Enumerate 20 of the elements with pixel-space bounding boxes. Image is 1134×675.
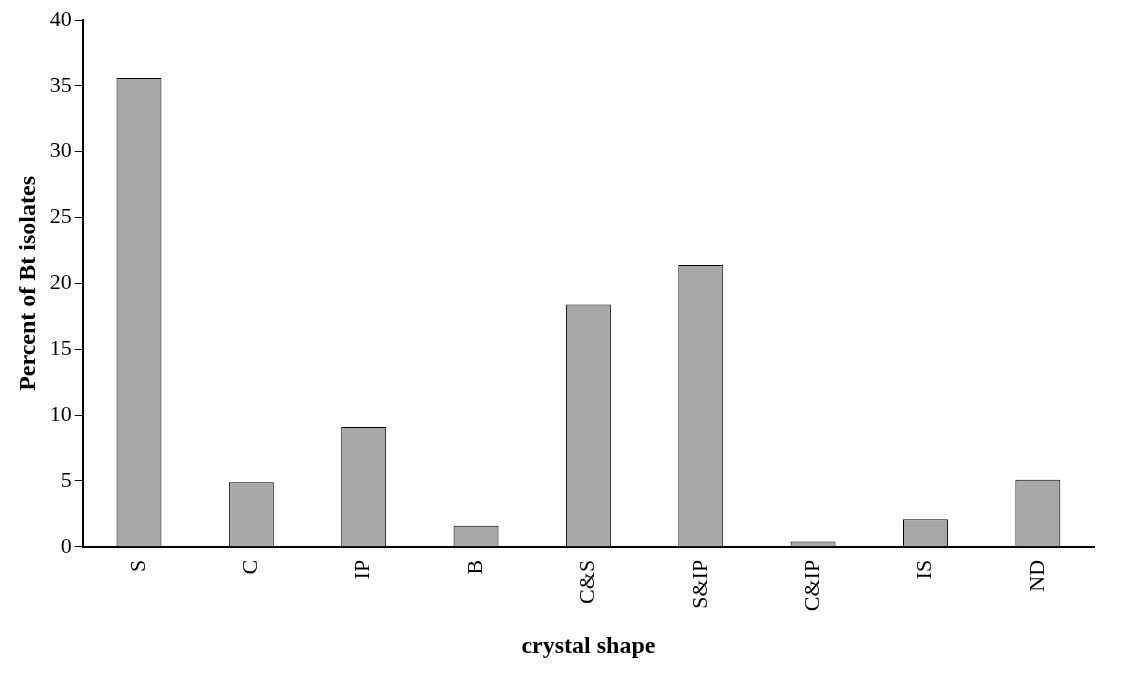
x-tick-label: IS: [911, 559, 937, 580]
x-tick-label: C: [237, 559, 263, 575]
y-tick-label: 15: [49, 335, 72, 361]
y-tick-label: 20: [49, 269, 72, 295]
y-axis-title: Percent of Bt isolates: [13, 176, 40, 391]
y-tick-label: 25: [49, 203, 72, 229]
x-tick-label: B: [461, 559, 487, 575]
x-tick-label: C&IP: [798, 559, 824, 612]
y-tick-label: 5: [60, 466, 72, 492]
x-axis-title: crystal shape: [521, 631, 656, 658]
x-tick-label: ND: [1023, 559, 1049, 592]
y-tick-label: 30: [49, 137, 72, 163]
y-tick-label: 10: [49, 400, 72, 426]
y-tick-label: 40: [49, 5, 72, 31]
x-tick-label: S: [124, 559, 150, 573]
x-tick-label: IP: [349, 559, 375, 580]
x-tick-label: S&IP: [686, 559, 712, 609]
y-tick-label: 35: [49, 71, 72, 97]
x-tick-label: C&S: [574, 559, 600, 604]
y-tick-label: 0: [60, 532, 72, 558]
